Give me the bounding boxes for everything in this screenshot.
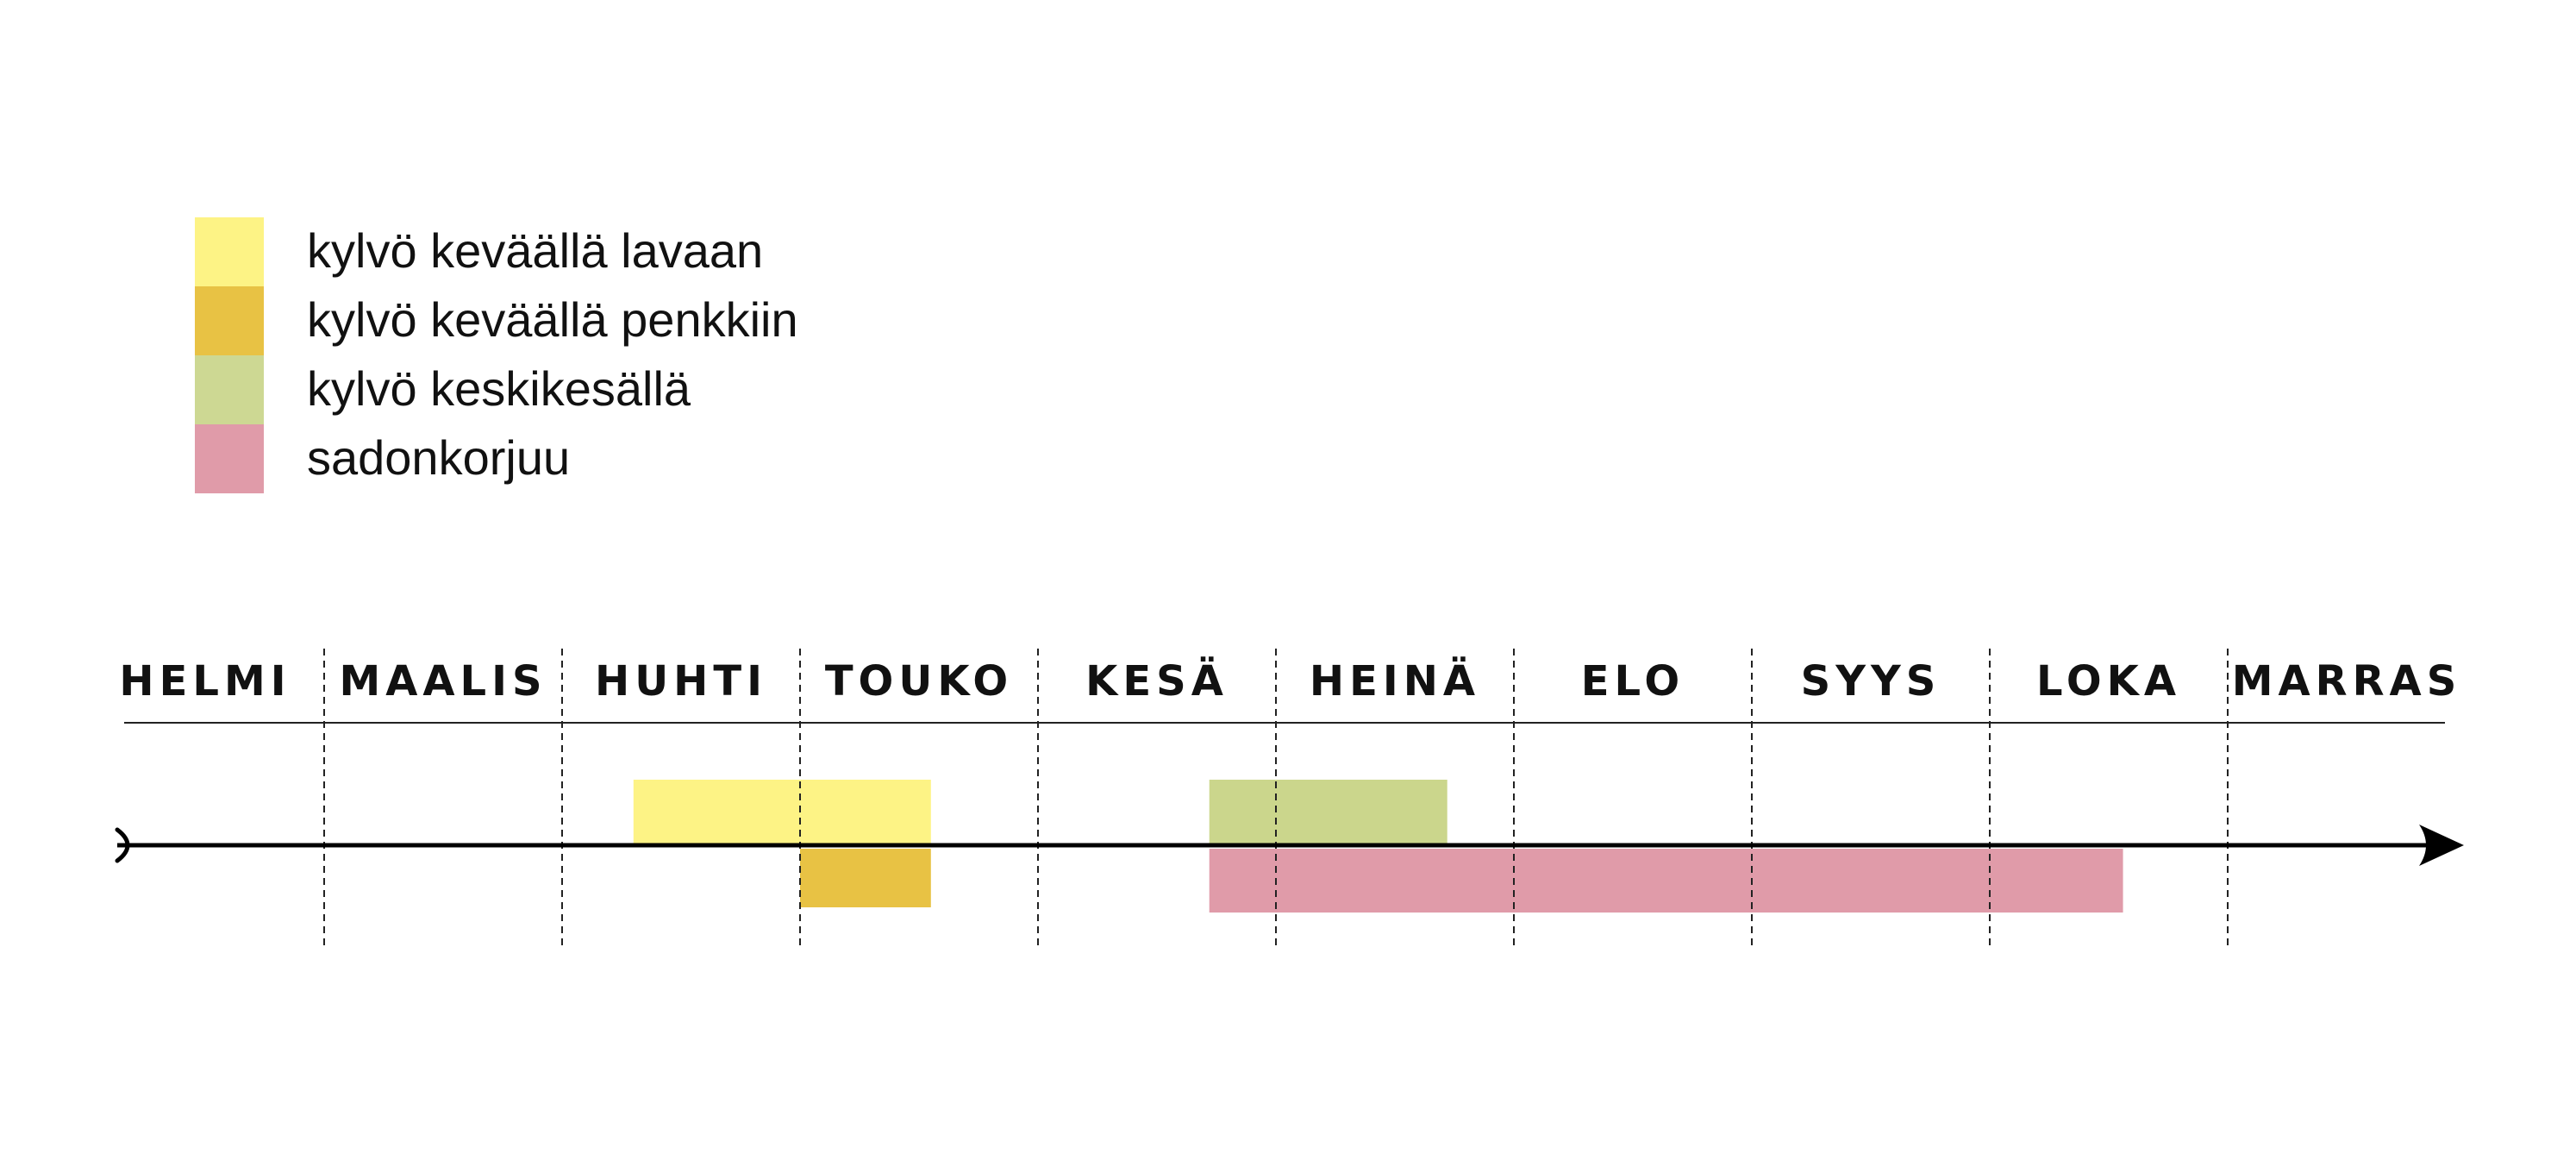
- month-label-3: TOUKO: [825, 657, 1013, 706]
- legend: kylvö keväällä lavaan kylvö keväällä penk…: [195, 217, 798, 493]
- month-label-5: HEINÄ: [1310, 656, 1480, 706]
- month-label-4: KESÄ: [1085, 656, 1229, 706]
- legend-label-3: sadonkorjuu: [307, 430, 570, 485]
- bar-3: [1209, 849, 2123, 913]
- axis-arrowhead: [2419, 825, 2464, 866]
- month-gridlines: [323, 649, 2229, 947]
- legend-label-2: kylvö keskikesällä: [307, 361, 691, 416]
- legend-swatch-0: [195, 217, 264, 286]
- legend-label-1: kylvö keväällä penkkiin: [307, 292, 798, 347]
- month-label-9: MARRAS: [2232, 657, 2462, 706]
- bar-1: [800, 849, 931, 907]
- legend-swatch-2: [195, 355, 264, 424]
- month-labels: HELMI MAALIS HUHTI TOUKO KESÄ HEINÄ ELO SYYS LOK…: [119, 656, 2462, 706]
- legend-swatch-1: [195, 286, 264, 355]
- month-label-6: ELO: [1581, 657, 1685, 706]
- bars: [633, 780, 2123, 913]
- legend-label-0: kylvö keväällä lavaan: [307, 223, 763, 278]
- axis-start-tail: [115, 827, 130, 863]
- month-label-1: MAALIS: [339, 657, 547, 706]
- month-label-2: HUHTI: [595, 657, 767, 706]
- bar-0: [633, 780, 931, 845]
- month-label-8: LOKA: [2036, 657, 2181, 706]
- bar-2: [1209, 780, 1447, 845]
- timeline-axis: [115, 825, 2464, 866]
- month-label-0: HELMI: [119, 657, 291, 706]
- legend-swatch-3: [195, 424, 264, 493]
- month-label-7: SYYS: [1801, 657, 1941, 706]
